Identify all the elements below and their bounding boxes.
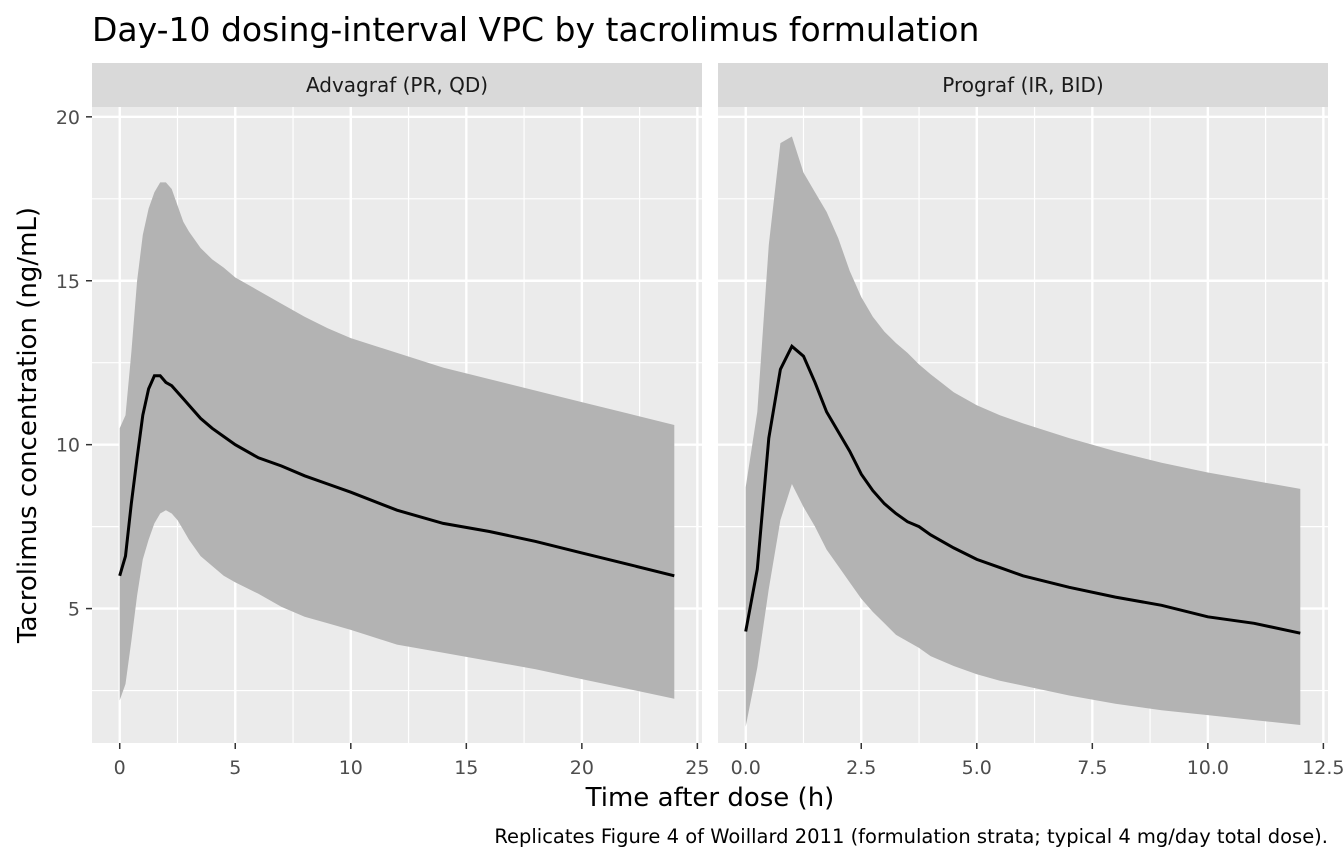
strip-label: Prograf (IR, BID): [942, 73, 1103, 97]
median-line: [744, 343, 1301, 635]
y-axis: 5 10 15 20: [56, 107, 92, 621]
x-tick-label: 0.0: [731, 757, 761, 779]
x-tick-label: 5.0: [962, 757, 992, 779]
x-tick-label: 15: [454, 757, 478, 779]
facet-prograf: Prograf (IR, BID) 0.0 2.5 5.0 7.5 10.0 12.5: [718, 63, 1344, 779]
prediction-band: [745, 136, 1301, 727]
chart-title: Day-10 dosing-interval VPC by tacrolimus…: [92, 10, 979, 49]
x-axis: 0.0 2.5 5.0 7.5 10.0 12.5: [731, 743, 1344, 779]
x-tick-label: 25: [685, 757, 709, 779]
y-tick-label: 10: [56, 435, 80, 457]
facet-advagraf: Advagraf (PR, QD) 0 5 10 15 20 25: [92, 63, 709, 779]
x-tick-label: 2.5: [846, 757, 876, 779]
y-tick-label: 20: [56, 107, 80, 129]
x-tick-label: 0: [114, 757, 126, 779]
median-line: [118, 374, 675, 578]
y-axis-title: Tacrolimus concentration (ng/mL): [13, 207, 43, 644]
x-tick-label: 10.0: [1187, 757, 1229, 779]
x-tick-label: 20: [570, 757, 594, 779]
x-tick-label: 12.5: [1302, 757, 1344, 779]
x-axis-title: Time after dose (h): [585, 783, 835, 813]
strip-label: Advagraf (PR, QD): [306, 73, 488, 97]
x-tick-label: 7.5: [1077, 757, 1107, 779]
prediction-band: [119, 182, 675, 701]
strip-background: [92, 63, 702, 107]
x-tick-label: 5: [229, 757, 241, 779]
caption: Replicates Figure 4 of Woillard 2011 (fo…: [494, 825, 1328, 848]
y-tick-label: 15: [56, 271, 80, 293]
strip-background: [718, 63, 1328, 107]
x-tick-label: 10: [339, 757, 363, 779]
x-axis: 0 5 10 15 20 25: [114, 743, 709, 779]
y-tick-label: 5: [68, 599, 80, 621]
